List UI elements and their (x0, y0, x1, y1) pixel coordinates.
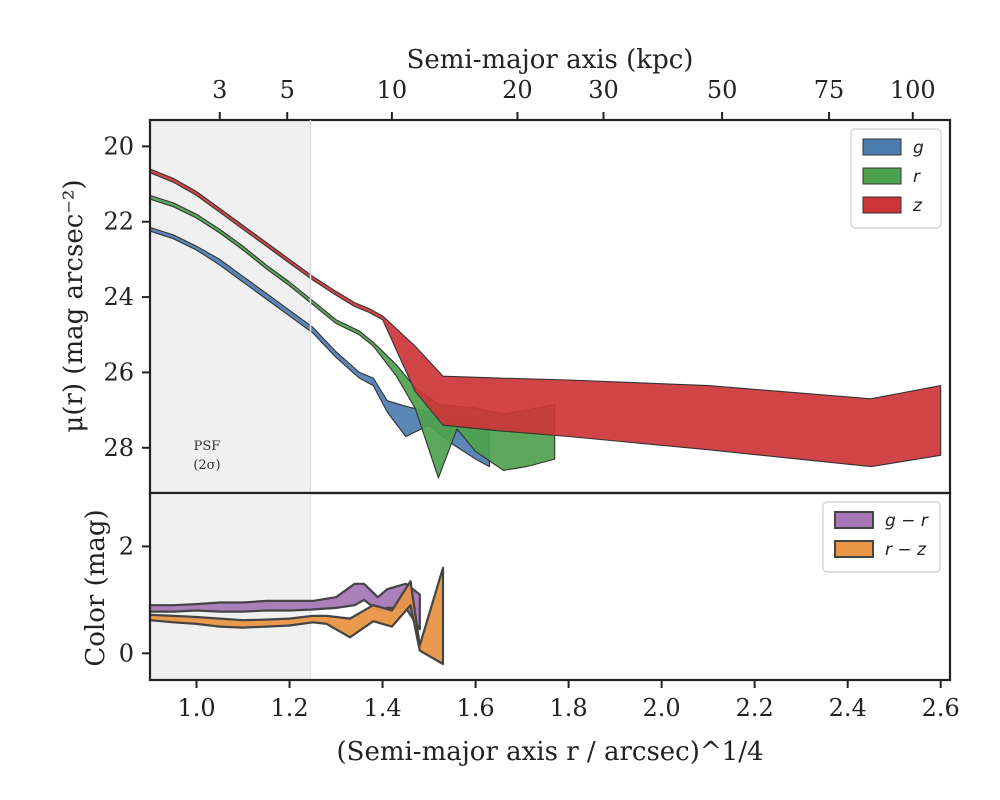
color-panel: 02 1.0 1.2 1.4 1.6 1.8 2.0 2.2 2.4 2.6 Color (ma… (81, 491, 960, 767)
legend-label: r − z (885, 540, 927, 560)
color-y-ticks: 02 (119, 532, 150, 667)
profile-y-tick-label: 28 (103, 434, 134, 462)
x-tick-label: 2.4 (829, 694, 867, 722)
x-tick-label: 1.6 (456, 694, 494, 722)
top-tick-label: 3 (212, 76, 227, 104)
color-y-tick-label: 2 (119, 532, 134, 560)
x-tick-label: 2.0 (643, 694, 681, 722)
x-tick-label: 2.2 (736, 694, 774, 722)
x-tick-label: 2.6 (922, 694, 960, 722)
band-z (149, 168, 942, 468)
band-g (149, 226, 491, 468)
profile-y-tick-label: 24 (103, 283, 134, 311)
profile-y-tick-label: 22 (103, 208, 134, 236)
top-tick-label: 20 (502, 76, 533, 104)
profile-top-ticks: 3 5 10 20 30 50 75 100 (212, 76, 936, 120)
color-y-axis-label: Color (mag) (81, 509, 111, 666)
legend-swatch (834, 511, 874, 529)
band-g-minus-r (148, 582, 421, 631)
legend-label: g − r (885, 511, 929, 531)
profile-y-tick-label: 20 (103, 132, 134, 160)
legend-swatch (862, 138, 902, 156)
color-y-tick-label: 0 (119, 639, 134, 667)
top-tick-label: 5 (280, 76, 295, 104)
psf-sigma-label: (2σ) (193, 458, 220, 473)
x-tick-label: 1.4 (363, 694, 401, 722)
legend-swatch (834, 540, 874, 558)
top-tick-label: 50 (707, 76, 738, 104)
profile-y-ticks: 20 22 24 26 28 (103, 132, 150, 462)
top-tick-label: 75 (814, 76, 845, 104)
psf-band-color-panel (150, 493, 311, 680)
legend-swatch (862, 167, 902, 185)
profile-y-tick-label: 26 (103, 358, 134, 386)
top-axis-label: Semi-major axis (kpc) (407, 45, 694, 75)
color-plot-frame (148, 491, 952, 682)
legend-label: z (912, 196, 923, 216)
color-legend: g − r r − z (822, 501, 941, 573)
profile-y-axis-label: μ(r) (mag arcsec⁻²) (59, 179, 89, 432)
color-x-ticks: 1.0 1.2 1.4 1.6 1.8 2.0 2.2 2.4 2.6 (177, 680, 960, 722)
profile-legend: grz (850, 128, 942, 229)
top-tick-label: 10 (377, 76, 408, 104)
top-tick-label: 100 (890, 76, 936, 104)
x-tick-label: 1.0 (177, 694, 215, 722)
band-r-minus-z (148, 566, 445, 666)
profile-series-group (149, 168, 942, 479)
x-tick-label: 1.8 (550, 694, 588, 722)
x-tick-label: 1.2 (270, 694, 308, 722)
top-tick-label: 30 (588, 76, 619, 104)
psf-band (150, 120, 311, 493)
legend-label: g (913, 138, 924, 158)
color-series-group (148, 566, 445, 666)
x-axis-label: (Semi-major axis r / arcsec)^1/4 (336, 737, 763, 767)
psf-label: PSF (194, 439, 221, 454)
legend-label: r (913, 167, 921, 187)
legend-swatch (862, 196, 902, 214)
